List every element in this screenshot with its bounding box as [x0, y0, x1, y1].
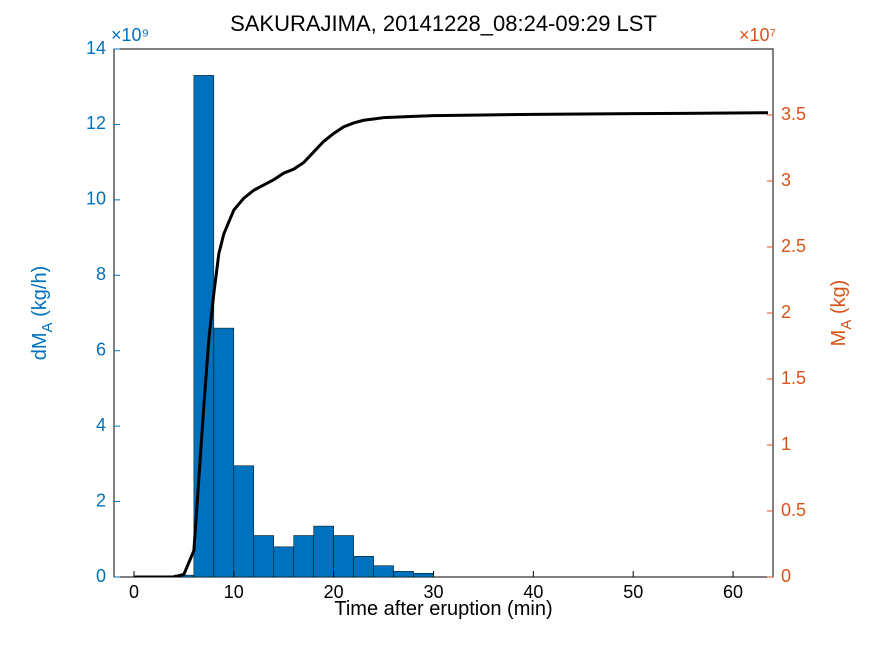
- yaxis-left-tick-label: 14: [86, 38, 106, 58]
- xaxis-tick-label: 60: [723, 582, 743, 602]
- yaxis-left-tick-label: 10: [86, 189, 106, 209]
- bar: [274, 547, 294, 577]
- yaxis-left-tick-label: 0: [96, 566, 106, 586]
- bar: [354, 556, 374, 577]
- yaxis-right-tick-label: 0: [781, 566, 791, 586]
- yaxis-left-tick-label: 2: [96, 490, 106, 510]
- yaxis-right-tick-label: 0.5: [781, 500, 806, 520]
- xaxis-tick-label: 10: [224, 582, 244, 602]
- bar: [214, 328, 234, 577]
- bar: [234, 466, 254, 577]
- bar: [294, 536, 314, 577]
- yaxis-left-exponent: ×10⁹: [111, 25, 149, 45]
- yaxis-right-tick-label: 2.5: [781, 236, 806, 256]
- yaxis-right-tick-label: 2: [781, 302, 791, 322]
- xaxis-tick-label: 0: [129, 582, 139, 602]
- bar: [334, 536, 354, 577]
- yaxis-left-tick-label: 8: [96, 264, 106, 284]
- bar: [374, 566, 394, 577]
- yaxis-left-tick-label: 12: [86, 113, 106, 133]
- yaxis-right-tick-label: 3: [781, 170, 791, 190]
- chart-title: SAKURAJIMA, 20141228_08:24-09:29 LST: [230, 11, 657, 36]
- yaxis-left-tick-label: 6: [96, 339, 106, 359]
- bar: [254, 536, 274, 577]
- yaxis-right-label: MA (kg): [828, 280, 855, 347]
- chart-svg: 02468101214 00.511.522.533.5 01020304050…: [0, 0, 875, 656]
- yaxis-left-tick-label: 4: [96, 415, 106, 435]
- yaxis-left-label: dMA (kg/h): [29, 266, 56, 361]
- yaxis-right-tick-label: 1.5: [781, 368, 806, 388]
- bar: [394, 571, 414, 577]
- bar: [314, 526, 334, 577]
- bar-series: [174, 75, 434, 577]
- bar: [414, 573, 434, 577]
- xaxis-label: Time after eruption (min): [334, 598, 552, 620]
- chart-container: 02468101214 00.511.522.533.5 01020304050…: [0, 0, 875, 656]
- xaxis-tick-label: 50: [623, 582, 643, 602]
- yaxis-right-exponent: ×10⁷: [739, 25, 776, 45]
- yaxis-left-ticks: 0 2 4 6 8 10 12 14: [86, 38, 120, 586]
- yaxis-right-tick-label: 3.5: [781, 104, 806, 124]
- yaxis-right-tick-label: 1: [781, 434, 791, 454]
